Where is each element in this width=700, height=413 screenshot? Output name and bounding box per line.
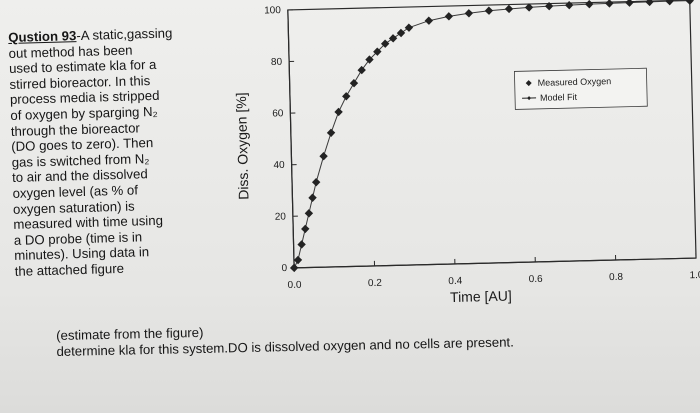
measured-point: [665, 0, 674, 6]
measured-point: [357, 65, 366, 75]
plot-frame: [287, 0, 697, 269]
y-ticks: 0 20 40 60 80 100: [264, 5, 300, 274]
measured-point: [504, 4, 514, 14]
legend-marker-small-icon: [527, 96, 532, 101]
measured-point: [464, 9, 474, 18]
measured-point: [424, 16, 434, 25]
measured-point: [319, 151, 328, 161]
legend-box: [514, 67, 648, 110]
measured-point: [301, 224, 310, 234]
measured-point: [484, 6, 494, 15]
question-line-text: -A static,gassing: [76, 25, 173, 44]
legend-marker-diamond-icon: [525, 80, 532, 87]
x-tick-label: 0.8: [609, 272, 624, 283]
measured-point: [565, 0, 574, 10]
measured-point: [444, 12, 454, 21]
measured-point: [404, 23, 414, 32]
x-tick-label: 1.0: [689, 270, 700, 281]
measured-point: [365, 55, 374, 64]
measured-point: [380, 39, 390, 48]
y-tick-label: 40: [273, 160, 285, 171]
measured-point: [524, 3, 534, 12]
oxygen-chart: 0.0 0.2 0.4 0.6 0.8 1.0 0 20 40 60 80 100 Time [AU…: [233, 0, 700, 306]
x-tick-label: 0.4: [448, 276, 463, 287]
measured-point: [396, 28, 406, 38]
measured-point: [625, 0, 634, 7]
y-tick-label: 0: [281, 263, 287, 274]
question-label: Qustion 93: [8, 28, 77, 45]
y-axis-title: Diss. Oxygen [%]: [233, 92, 252, 200]
measured-point: [349, 78, 359, 88]
measured-point: [297, 240, 306, 249]
legend-measured: Measured Oxygen: [538, 76, 612, 88]
measured-point: [373, 47, 382, 56]
measured-point: [308, 193, 317, 202]
measured-point: [304, 209, 314, 218]
question-text: Qustion 93-A static,gassing out method h…: [8, 24, 240, 280]
measured-point: [645, 0, 654, 7]
y-tick-label: 60: [272, 108, 284, 119]
measured-point: [334, 107, 343, 117]
x-tick-label: 0.6: [529, 274, 544, 285]
measured-point: [293, 255, 303, 265]
measured-point: [388, 34, 398, 43]
x-tick-label: 0.0: [287, 280, 302, 291]
measured-point: [605, 0, 614, 8]
y-tick-label: 20: [275, 211, 287, 222]
measured-point: [289, 263, 299, 273]
x-axis-line: [294, 257, 697, 269]
y-axis-line: [287, 9, 295, 268]
measured-point: [311, 177, 321, 187]
measured-point: [544, 1, 554, 11]
measured-point: [585, 0, 594, 9]
x-tick-label: 0.2: [368, 278, 383, 289]
measured-point: [326, 128, 336, 137]
legend-model: Model Fit: [540, 92, 578, 103]
model-fit-line: [293, 0, 690, 269]
y-tick-label: 80: [271, 57, 283, 68]
legend: Measured Oxygen Model Fit: [514, 67, 648, 110]
x-axis-title: Time [AU]: [450, 288, 512, 306]
measured-point: [685, 0, 694, 5]
y-tick-label: 100: [264, 5, 281, 16]
x-ticks: 0.0 0.2 0.4 0.6 0.8 1.0: [287, 253, 700, 291]
measured-point: [342, 92, 351, 101]
series-layer: [289, 0, 694, 273]
